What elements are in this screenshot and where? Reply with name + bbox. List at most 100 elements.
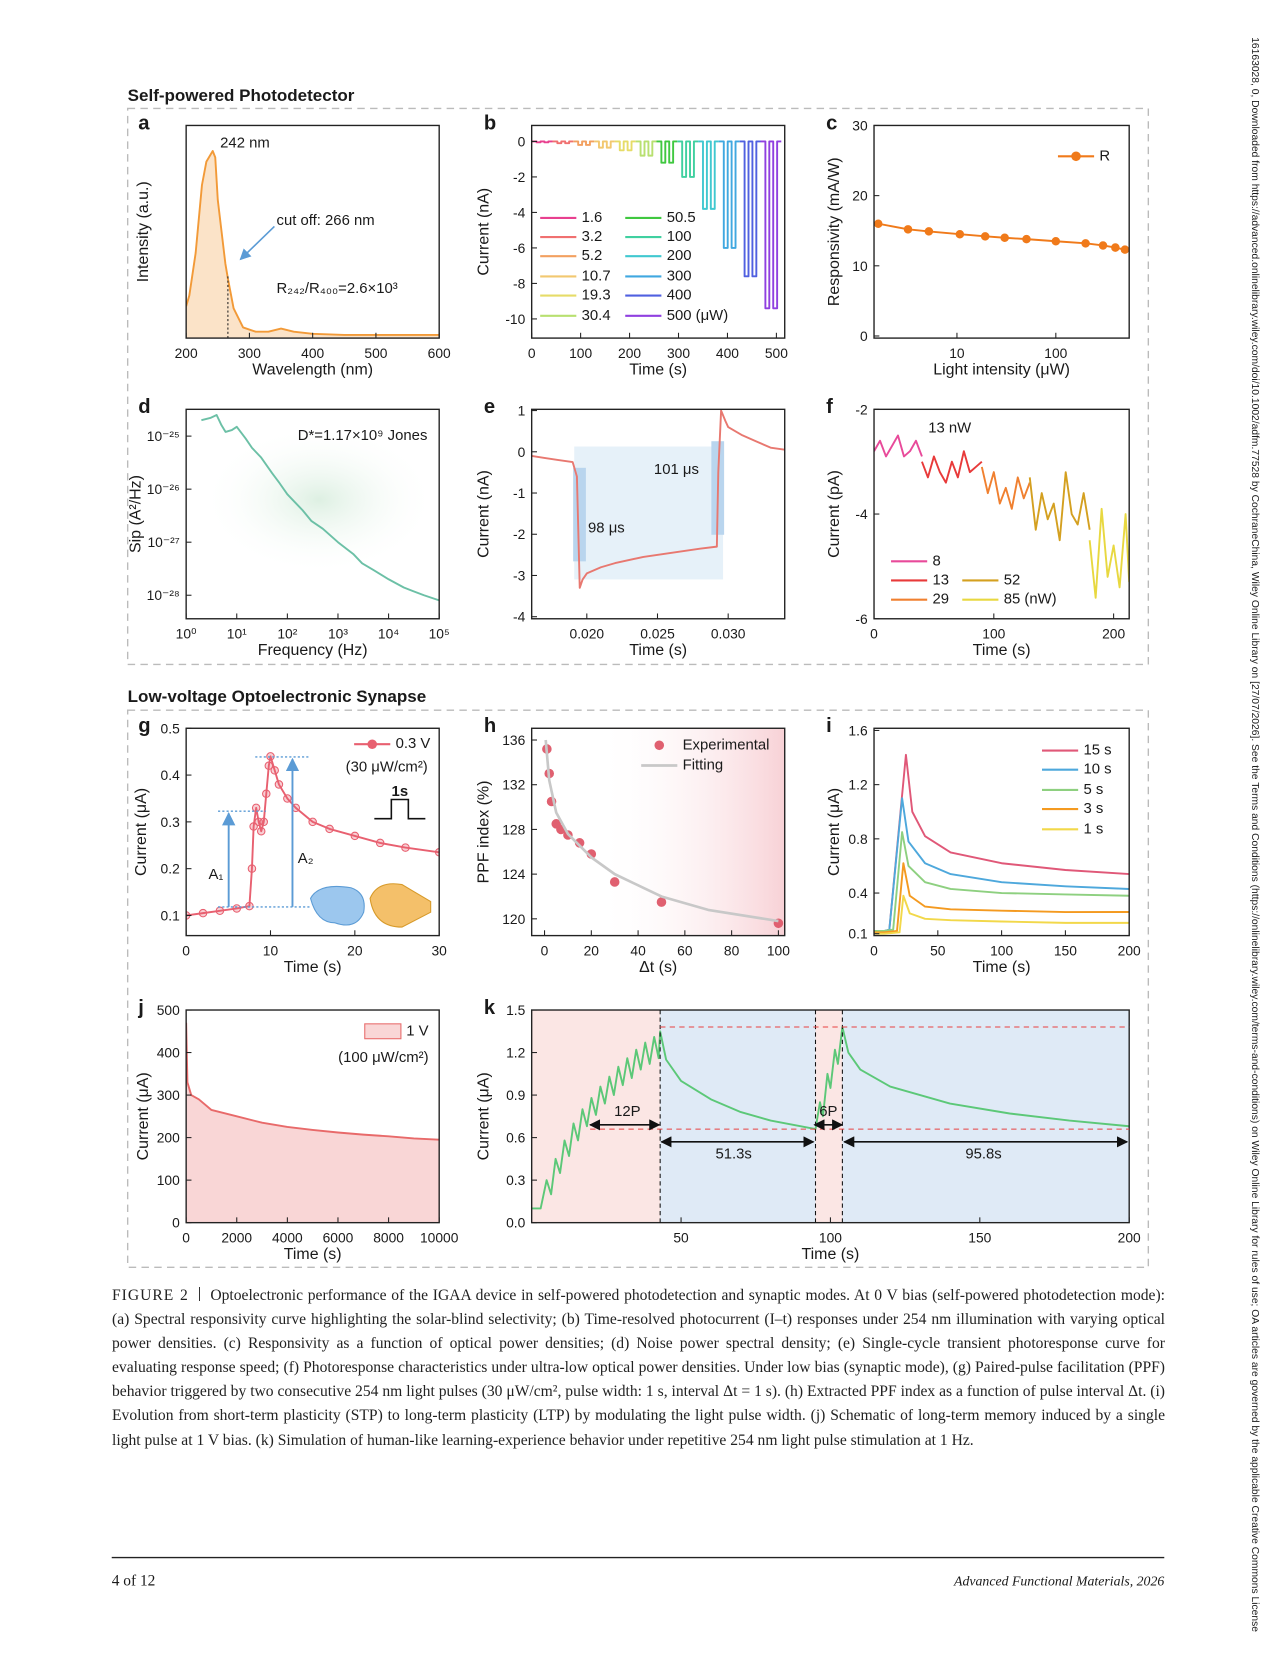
x-tick-label: 200	[1118, 1230, 1141, 1246]
plot-area	[874, 219, 1130, 254]
x-tick-label: 40	[630, 942, 646, 958]
panel-letter: j	[137, 997, 144, 1019]
y-tick-label: 124	[502, 866, 525, 882]
x-tick-label: 400	[716, 345, 739, 361]
x-tick-label: 300	[667, 345, 690, 361]
plot-area	[531, 409, 785, 589]
axes-frame	[185, 727, 440, 937]
annotation: 12P	[614, 1104, 641, 1120]
panel: 50 100 150 200 0.0 0.3 0.6 0.9 1.2 1.5 Time (s) Cur…	[475, 997, 1141, 1263]
y-axis-label: PPF index (%)	[475, 781, 492, 884]
y-tick-label: 400	[157, 1045, 180, 1061]
series-line	[1088, 507, 1130, 599]
y-tick-label: -6	[513, 240, 526, 256]
marker	[955, 229, 965, 239]
marker	[274, 780, 284, 789]
y-tick-label: 0.4	[161, 767, 181, 783]
legend-label: 3 s	[1083, 801, 1103, 817]
y-axis-label: Intensity (a.u.)	[135, 181, 152, 282]
panel-letter: h	[484, 715, 496, 737]
phase-shade	[660, 1010, 816, 1223]
panel: 0 10 20 30 0.1 0.2 0.3 0.4 0.5 Time (s) Current (μ…	[133, 715, 447, 976]
y-tick-label: 1.2	[848, 777, 867, 793]
y-tick-label: -4	[855, 506, 868, 522]
series-line	[698, 140, 719, 210]
plot-area	[201, 414, 440, 602]
annotation: 51.3s	[715, 1147, 751, 1163]
section-title: Self-powered Photodetector	[128, 86, 355, 105]
x-tick-label: 0	[182, 942, 190, 958]
x-tick-label: 150	[968, 1230, 991, 1246]
series-line	[874, 862, 1130, 934]
legend-label: 10 s	[1083, 762, 1111, 778]
series-line	[531, 409, 785, 589]
y-tick-label: 100	[157, 1172, 180, 1188]
neuron	[309, 885, 365, 926]
section-frame	[126, 107, 1150, 666]
legend-label: Experimental	[683, 737, 770, 753]
caption: FIGURE 2 Optoelectronic performance of th…	[112, 1284, 1165, 1453]
marker	[1111, 243, 1120, 252]
x-tick-label: 0	[870, 942, 878, 958]
x-axis-label: Time (s)	[284, 1246, 342, 1263]
y-tick-label: -4	[513, 609, 526, 625]
series-line	[573, 140, 595, 146]
y-tick-label: 132	[502, 777, 525, 793]
x-tick-label: 4000	[272, 1230, 303, 1246]
axes-frame	[873, 124, 1130, 339]
axes-frame	[185, 1009, 440, 1224]
x-tick-label: 0.020	[570, 626, 605, 642]
series-line	[739, 140, 761, 278]
annotation: 98 μs	[588, 520, 625, 536]
legend-label: 100	[667, 229, 692, 245]
y-tick-label: 0.8	[848, 831, 868, 847]
legend-marker	[654, 740, 665, 751]
marker	[1120, 245, 1130, 254]
series-line	[874, 434, 923, 458]
y-tick-label: -3	[513, 567, 526, 583]
marker	[249, 822, 258, 831]
series-line	[544, 739, 779, 923]
x-tick-label: 300	[238, 345, 261, 361]
series-line	[718, 140, 740, 249]
y-tick-label: 0.1	[161, 907, 180, 923]
y-tick-label: -4	[513, 204, 526, 220]
legend-label: 50.5	[667, 210, 696, 226]
panel: 0.020 0.025 0.030 1 0 -1 -2 -3 -4 Time (s) Current…	[475, 396, 786, 659]
legend-label: 3.2	[582, 229, 603, 245]
panel: 200 300 400 500 600 Wavelength (nm) Intensity …	[135, 112, 451, 378]
x-tick-label: 10	[949, 345, 965, 361]
series-line	[874, 894, 1130, 935]
series-line	[531, 1026, 1130, 1210]
x-tick-label: 10⁴	[378, 626, 399, 642]
marker	[924, 227, 934, 236]
marker	[247, 864, 257, 873]
glow	[595, 728, 785, 936]
y-tick-label: -2	[513, 169, 525, 185]
series-line	[1028, 471, 1091, 542]
annotation: 242 nm	[220, 136, 270, 152]
plot-area	[186, 1022, 440, 1223]
y-tick-label: 0	[518, 133, 526, 149]
series-line	[614, 140, 636, 152]
x-tick-label: 6000	[323, 1230, 354, 1246]
x-tick-label: 10⁵	[429, 626, 450, 642]
panel-letter: k	[484, 997, 496, 1019]
area-fill	[186, 150, 440, 339]
y-tick-label: 0.6	[506, 1130, 526, 1146]
marker	[375, 838, 385, 848]
y-tick-label: 0.3	[506, 1172, 526, 1188]
series-line	[635, 140, 657, 157]
legend-label: 500 (μW)	[667, 308, 729, 324]
marker	[270, 766, 279, 775]
x-tick-label: 400	[301, 345, 324, 361]
panel: 10 100 0 10 20 30 Light intensity (μW) Responsi…	[826, 112, 1130, 378]
series-line	[760, 140, 782, 310]
pointer	[239, 225, 275, 261]
y-tick-label: 1.2	[506, 1045, 525, 1061]
x-tick-label: 100	[990, 942, 1013, 958]
y-tick-label: 10	[852, 258, 868, 274]
x-axis-label: Time (s)	[629, 642, 687, 659]
x-tick-label: 0	[870, 626, 878, 642]
